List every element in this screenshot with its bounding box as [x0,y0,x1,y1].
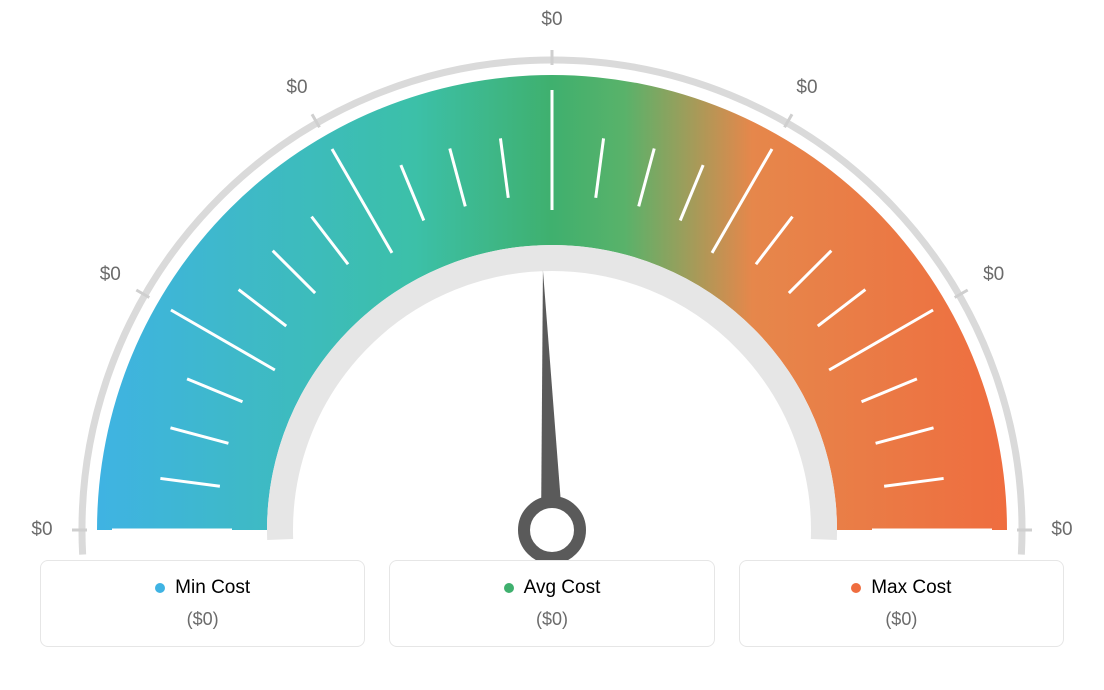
legend-dot-min [155,583,165,593]
legend-title-min: Min Cost [155,577,250,599]
gauge-tick-label: $0 [1051,519,1072,541]
gauge-tick-label: $0 [983,264,1004,286]
legend-label-max: Max Cost [871,577,951,599]
legend-card-min: Min Cost ($0) [40,560,365,647]
legend-label-avg: Avg Cost [524,577,601,599]
legend-dot-max [851,583,861,593]
gauge-tick-label: $0 [100,264,121,286]
legend-value-min: ($0) [53,609,352,630]
legend-value-max: ($0) [752,609,1051,630]
gauge-tick-label: $0 [31,519,52,541]
gauge-svg [0,0,1104,560]
legend-title-max: Max Cost [851,577,951,599]
legend-title-avg: Avg Cost [504,577,601,599]
legend-card-avg: Avg Cost ($0) [389,560,714,647]
legend-label-min: Min Cost [175,577,250,599]
cost-gauge: $0 $0 $0 $0 $0 $0 $0 [0,0,1104,560]
gauge-tick-label: $0 [541,9,562,31]
gauge-tick-label: $0 [286,77,307,99]
legend-dot-avg [504,583,514,593]
legend-value-avg: ($0) [402,609,701,630]
legend-card-max: Max Cost ($0) [739,560,1064,647]
gauge-tick-label: $0 [796,77,817,99]
legend-row: Min Cost ($0) Avg Cost ($0) Max Cost ($0… [0,560,1104,647]
